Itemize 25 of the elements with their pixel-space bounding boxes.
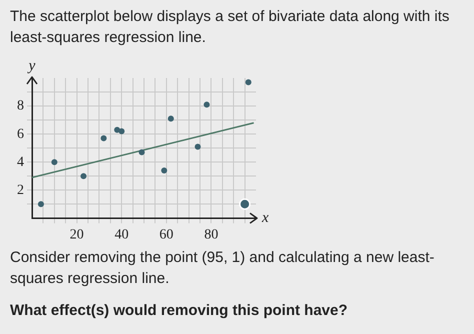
point bbox=[38, 201, 44, 208]
x-tick-label: 60 bbox=[159, 227, 174, 242]
y-tick-label: 4 bbox=[17, 154, 24, 170]
point bbox=[161, 168, 168, 174]
x-axis-title: x bbox=[261, 210, 269, 226]
y-tick-label: 8 bbox=[17, 98, 24, 114]
point bbox=[100, 135, 107, 142]
x-tick-label: 40 bbox=[114, 227, 129, 242]
text: Consider removing the point (95, 1) and calculating a new least-squares regression line. bbox=[10, 248, 436, 289]
x-tick-label: 20 bbox=[70, 227, 84, 242]
x-tick-label: 80 bbox=[204, 227, 218, 242]
point bbox=[80, 173, 87, 180]
point bbox=[118, 128, 125, 134]
chart-title: The scatterplot below displays a set of bivariate data along with its least-squares regression line. bbox=[10, 7, 450, 48]
y-axis-title: y bbox=[26, 58, 36, 74]
y-tick-label: 6 bbox=[17, 126, 24, 142]
point bbox=[168, 116, 174, 122]
point bbox=[138, 149, 145, 156]
y-tick-label: 2 bbox=[17, 182, 24, 198]
point bbox=[51, 159, 58, 166]
point bbox=[245, 79, 252, 86]
point bbox=[204, 102, 210, 108]
text: What effect(s) would removing this point have? bbox=[10, 301, 349, 321]
point bbox=[239, 198, 251, 210]
point bbox=[194, 144, 201, 150]
